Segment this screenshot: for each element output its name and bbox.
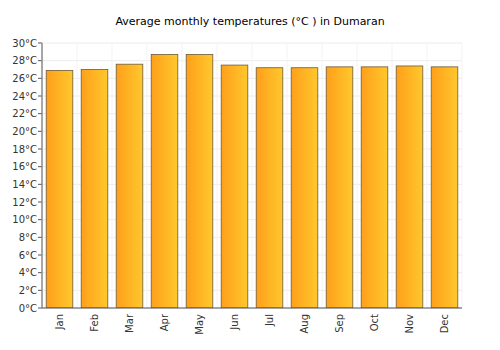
grid-line-vertical xyxy=(252,43,253,308)
bar xyxy=(396,66,423,308)
grid-line-vertical xyxy=(112,43,113,308)
y-tick xyxy=(38,78,42,79)
y-tick-label: 22°C xyxy=(12,108,37,119)
grid-line-vertical xyxy=(217,43,218,308)
chart-container: Average monthly temperatures (°C ) in Du… xyxy=(0,0,500,350)
y-tick xyxy=(38,166,42,167)
grid-line-vertical xyxy=(182,43,183,308)
y-tick-label: 10°C xyxy=(12,214,37,225)
y-tick xyxy=(38,290,42,291)
y-tick-label: 26°C xyxy=(12,73,37,84)
grid-line-vertical xyxy=(357,43,358,308)
y-tick-label: 8°C xyxy=(19,232,37,243)
y-tick-label: 4°C xyxy=(19,267,37,278)
x-tick-label: Apr xyxy=(159,313,170,331)
y-tick xyxy=(38,149,42,150)
bar xyxy=(46,70,73,308)
x-tick-label: Oct xyxy=(369,314,380,331)
y-tick xyxy=(38,96,42,97)
y-tick-label: 0°C xyxy=(19,303,37,314)
y-tick-label: 18°C xyxy=(12,144,37,155)
x-tick-label: Sep xyxy=(334,314,345,333)
y-tick xyxy=(38,131,42,132)
x-tick-label: Nov xyxy=(404,314,415,334)
grid-line-vertical xyxy=(42,43,43,308)
bar xyxy=(431,67,458,308)
y-tick-label: 24°C xyxy=(12,91,37,102)
x-axis xyxy=(42,308,462,309)
y-tick-label: 16°C xyxy=(12,161,37,172)
x-tick-label: May xyxy=(194,314,205,335)
x-tick-label: Jan xyxy=(54,314,65,330)
x-tick-label: Dec xyxy=(439,314,450,333)
x-tick-label: Jun xyxy=(229,314,240,331)
y-tick-label: 30°C xyxy=(12,38,37,49)
y-tick xyxy=(38,43,42,44)
bar xyxy=(151,54,178,308)
y-tick-label: 12°C xyxy=(12,197,37,208)
bars xyxy=(46,54,458,308)
bar xyxy=(291,68,318,308)
y-tick-label: 20°C xyxy=(12,126,37,137)
bar xyxy=(326,67,353,308)
x-tick-label: Jul xyxy=(264,314,275,327)
grid-line-vertical xyxy=(427,43,428,308)
bar xyxy=(361,67,388,308)
bar xyxy=(81,70,108,309)
y-tick xyxy=(38,202,42,203)
y-tick xyxy=(38,255,42,256)
chart: Average monthly temperatures (°C ) in Du… xyxy=(0,0,500,350)
grid-line-vertical xyxy=(147,43,148,308)
bar xyxy=(116,64,143,308)
grid-line-vertical xyxy=(392,43,393,308)
y-tick xyxy=(38,308,42,309)
y-tick xyxy=(38,272,42,273)
y-tick xyxy=(38,219,42,220)
bar xyxy=(256,68,283,308)
grid-line-vertical xyxy=(462,43,463,308)
y-tick-label: 6°C xyxy=(19,250,37,261)
y-tick-label: 28°C xyxy=(12,55,37,66)
y-axis xyxy=(42,43,43,308)
grid-line xyxy=(42,308,462,309)
y-tick xyxy=(38,237,42,238)
x-tick-label: Feb xyxy=(89,314,100,332)
bar xyxy=(221,65,248,308)
y-tick-label: 14°C xyxy=(12,179,37,190)
y-tick xyxy=(38,60,42,61)
title: Average monthly temperatures (°C ) in Du… xyxy=(115,15,384,28)
grid-line-vertical xyxy=(287,43,288,308)
y-tick-label: 2°C xyxy=(19,285,37,296)
y-tick xyxy=(38,113,42,114)
grid-line-vertical xyxy=(322,43,323,308)
x-tick-label: Aug xyxy=(299,314,310,334)
grid-line-vertical xyxy=(77,43,78,308)
x-tick-label: Mar xyxy=(124,313,135,333)
bar xyxy=(186,54,213,308)
y-tick xyxy=(38,184,42,185)
